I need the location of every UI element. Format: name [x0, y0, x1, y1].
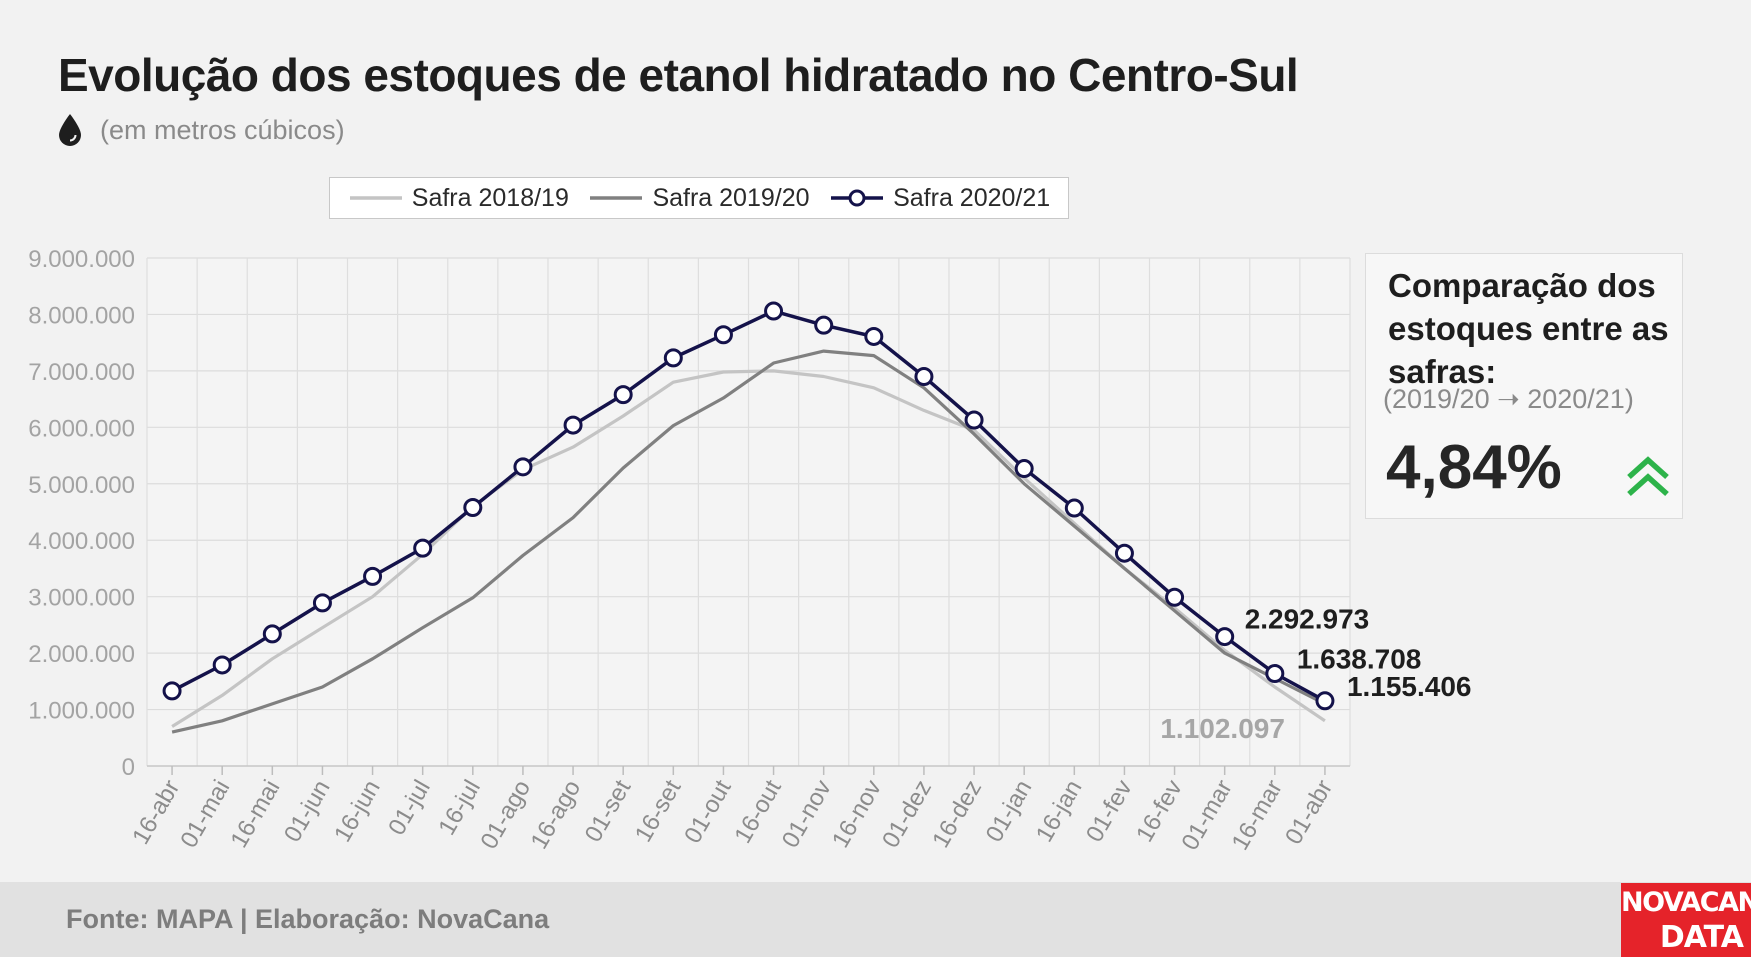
- legend-swatch-2020-21: [831, 189, 884, 207]
- y-tick-label: 7.000.000: [28, 359, 135, 386]
- data-point: [1064, 498, 1084, 518]
- x-tick-label: 16-jun: [329, 776, 386, 847]
- data-point: [513, 457, 533, 477]
- data-point: [663, 348, 683, 368]
- x-tick-label: 01-set: [580, 775, 637, 847]
- data-point: [1165, 587, 1185, 607]
- y-tick-label: 4.000.000: [28, 528, 135, 555]
- x-tick-label: 01-out: [679, 775, 737, 848]
- y-tick-label: 2.000.000: [28, 641, 135, 668]
- legend-item-2019-20: Safra 2019/20: [588, 183, 810, 213]
- x-tick-label: 16-set: [630, 775, 687, 847]
- data-label: 1.102.097: [1160, 713, 1285, 744]
- y-tick-label: 1.000.000: [28, 698, 135, 725]
- chart-subtitle: (em metros cúbicos): [100, 114, 345, 145]
- x-tick-label: 16-dez: [927, 776, 987, 853]
- y-tick-label: 6.000.000: [28, 415, 135, 442]
- y-tick-label: 0: [122, 754, 135, 781]
- subtitle-row: (em metros cúbicos): [58, 112, 345, 148]
- data-point: [864, 326, 884, 346]
- x-tick-label: 01-jan: [981, 776, 1038, 847]
- data-point: [212, 655, 232, 675]
- data-point: [1265, 664, 1285, 684]
- comparison-value: 4,84%: [1386, 433, 1562, 502]
- y-tick-label: 8.000.000: [28, 302, 135, 329]
- comparison-title: Comparação dos estoques entre as safras:: [1388, 267, 1669, 390]
- logo-line-1: NOVACANA: [1621, 887, 1751, 918]
- data-point: [413, 538, 433, 558]
- data-point: [764, 301, 784, 321]
- data-point: [463, 497, 483, 517]
- x-tick-label: 16-jul: [433, 776, 486, 840]
- footer-band: [0, 882, 1751, 957]
- x-tick-label: 16-nov: [827, 776, 887, 853]
- data-point: [563, 415, 583, 435]
- legend-item-2020-21: Safra 2020/21: [829, 184, 1050, 213]
- x-tick-label: 01-nov: [777, 776, 837, 853]
- data-point: [1114, 543, 1134, 563]
- series-line-2019-20: [171, 349, 1326, 734]
- data-label: 2.292.973: [1245, 604, 1370, 635]
- legend-label-2018-19: Safra 2018/19: [411, 183, 569, 212]
- x-tick-label: 01-jun: [279, 776, 336, 847]
- data-point: [964, 410, 984, 430]
- logo-line-2: DATA: [1659, 920, 1744, 955]
- data-point: [814, 315, 834, 335]
- x-tick-label: 01-fev: [1081, 776, 1138, 847]
- legend-swatch-2018-19: [349, 196, 402, 200]
- legend-swatch-2019-20: [590, 196, 643, 200]
- data-label: 1.638.708: [1297, 644, 1422, 675]
- data-point: [914, 367, 934, 387]
- chart-legend: Safra 2018/19 Safra 2019/20 Safra 2020/2…: [329, 177, 1069, 219]
- data-label: 1.155.406: [1347, 671, 1472, 702]
- line-chart: 0 1.000.000 2.000.000 3.000.000 4.000.000 5.0…: [28, 246, 1472, 855]
- x-tick-label: 16-jan: [1031, 776, 1088, 847]
- legend-item-2018-19: Safra 2018/19: [348, 184, 569, 213]
- water-drop-icon: [59, 114, 81, 146]
- data-point: [162, 681, 182, 701]
- novacana-data-logo: NOVACANA DATA: [1621, 883, 1751, 957]
- data-point: [613, 385, 633, 405]
- data-point: [713, 325, 733, 345]
- x-tick-label: 01-jul: [383, 776, 436, 840]
- comparison-period: (2019/20 ➝ 2020/21): [1383, 384, 1634, 414]
- y-tick-label: 5.000.000: [28, 472, 135, 499]
- data-point: [262, 624, 282, 644]
- x-tick-label: 16-ago: [526, 776, 587, 854]
- double-chevron-up-icon: [1627, 456, 1669, 497]
- data-point: [1215, 627, 1235, 647]
- data-point: [363, 566, 383, 586]
- x-tick-label: 01-mai: [175, 776, 235, 853]
- legend-label-2020-21: Safra 2020/21: [893, 183, 1051, 212]
- data-point: [1014, 459, 1034, 479]
- x-tick-label: 01-dez: [877, 776, 937, 853]
- y-tick-label: 3.000.000: [28, 585, 135, 612]
- x-tick-label: 01-abr: [1280, 775, 1338, 849]
- footer-source: Fonte: MAPA | Elaboração: NovaCana: [66, 904, 550, 934]
- x-tick-label: 16-mai: [225, 776, 285, 853]
- data-point: [312, 593, 332, 613]
- chart-title: Evolução dos estoques de etanol hidratad…: [58, 49, 1299, 101]
- data-point: [1315, 691, 1335, 711]
- y-tick-label: 9.000.000: [28, 246, 135, 273]
- x-tick-label: 16-mar: [1227, 776, 1288, 855]
- comparison-card: Comparação dos estoques entre as safras:…: [1365, 253, 1683, 519]
- legend-label-2019-20: Safra 2019/20: [652, 183, 810, 212]
